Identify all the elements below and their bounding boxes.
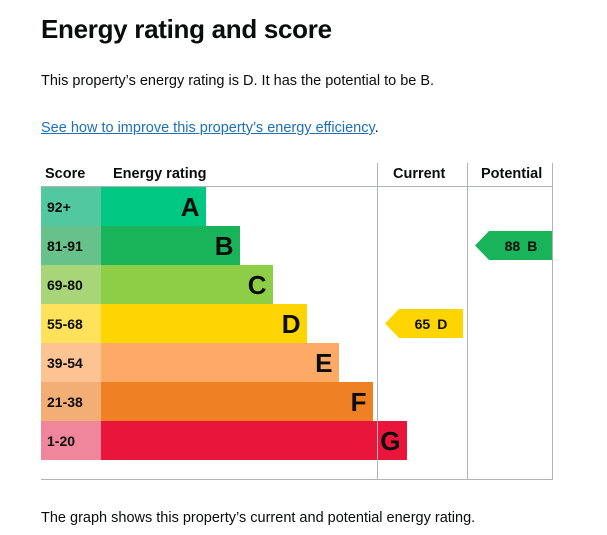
band-bar-e: E	[101, 343, 339, 382]
potential-band-letter: B	[527, 237, 538, 254]
band-letter-c: C	[247, 269, 267, 300]
energy-rating-table: Score Energy rating Current Potential 92…	[41, 163, 553, 480]
band-letter-e: E	[315, 347, 332, 378]
table-header-row: Score Energy rating Current Potential	[41, 163, 553, 187]
score-range-label: 92+	[47, 198, 71, 215]
band-bar-g: G	[101, 421, 407, 460]
band-letter-a: A	[180, 191, 200, 222]
band-row-f: 21-38 F	[41, 382, 553, 421]
band-row-d: 55-68 D 65 D	[41, 304, 553, 343]
column-header-potential: Potential	[481, 166, 543, 182]
score-range-label: 81-91	[47, 237, 83, 254]
current-score-value: 65	[414, 315, 431, 332]
band-bar-f: F	[101, 382, 373, 421]
current-rating-badge: 65 D	[385, 309, 463, 338]
header-divider-current	[377, 163, 378, 186]
body-divider-right	[552, 187, 553, 479]
footer-caption: The graph shows this property’s current …	[41, 510, 476, 526]
column-header-energy-rating: Energy rating	[113, 166, 207, 182]
score-range-label: 1-20	[47, 432, 76, 449]
intro-paragraph: This property’s energy rating is D. It h…	[41, 73, 435, 89]
improve-energy-efficiency-link[interactable]: See how to improve this property’s energ…	[41, 120, 375, 136]
score-range-e: 39-54	[41, 343, 101, 382]
band-row-c: 69-80 C	[41, 265, 553, 304]
band-row-b: 81-91 B 88 B	[41, 226, 553, 265]
score-range-label: 55-68	[47, 315, 83, 332]
header-divider-right	[552, 163, 553, 186]
band-letter-f: F	[350, 386, 367, 417]
score-range-a: 92+	[41, 187, 101, 226]
column-header-score: Score	[45, 166, 86, 182]
improve-efficiency-line: See how to improve this property’s energ…	[41, 118, 379, 138]
potential-score-value: 88	[504, 237, 521, 254]
score-range-d: 55-68	[41, 304, 101, 343]
band-bar-d: D	[101, 304, 307, 343]
band-row-e: 39-54 E	[41, 343, 553, 382]
header-divider-potential	[467, 163, 468, 186]
score-range-f: 21-38	[41, 382, 101, 421]
band-row-a: 92+ A	[41, 187, 553, 226]
column-header-current: Current	[393, 166, 446, 182]
band-bar-b: B	[101, 226, 240, 265]
band-letter-b: B	[214, 230, 234, 261]
current-band-letter: D	[437, 315, 448, 332]
page-title: Energy rating and score	[41, 14, 332, 44]
score-range-b: 81-91	[41, 226, 101, 265]
band-bar-c: C	[101, 265, 273, 304]
score-range-c: 69-80	[41, 265, 101, 304]
band-letter-d: D	[281, 308, 301, 339]
body-divider-potential	[467, 187, 468, 479]
table-body: 92+ A 81-91 B 88 B 69-80 C 55-68 D 65 D 39-54 E 21-38 F…	[41, 187, 553, 480]
improve-link-trailing-period: .	[374, 120, 379, 136]
body-divider-current	[377, 187, 378, 479]
score-range-label: 39-54	[47, 354, 83, 371]
band-letter-g: G	[380, 425, 400, 456]
score-range-label: 21-38	[47, 393, 83, 410]
band-bar-a: A	[101, 187, 206, 226]
potential-rating-badge: 88 B	[475, 231, 553, 260]
band-row-g: 1-20 G	[41, 421, 553, 460]
score-range-label: 69-80	[47, 276, 83, 293]
score-range-g: 1-20	[41, 421, 101, 460]
